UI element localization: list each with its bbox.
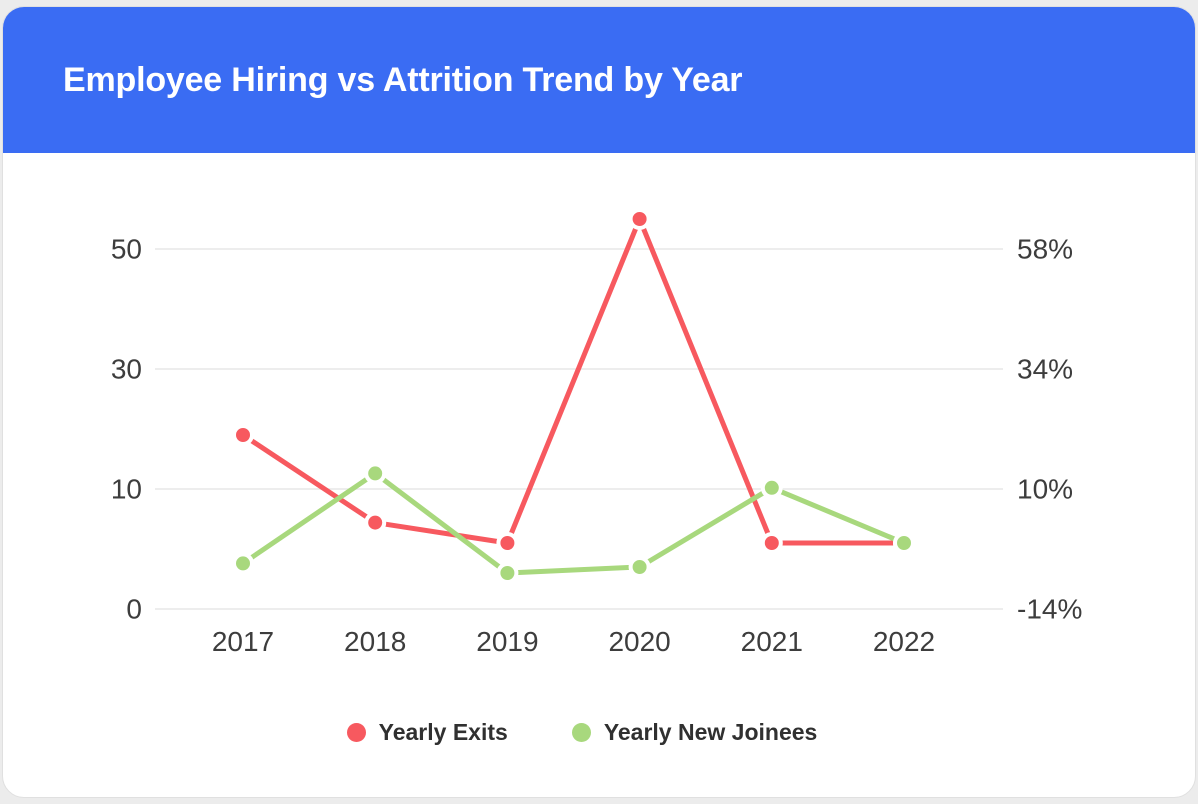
- joinees-series-swatch-icon: [571, 723, 591, 742]
- chart-title: Employee Hiring vs Attrition Trend by Ye…: [63, 60, 743, 99]
- legend-label-yearly-exits: Yearly Exits: [378, 719, 508, 745]
- legend-item-yearly-new-joinees[interactable]: Yearly New Joinees: [571, 719, 818, 746]
- legend-label-yearly-new-joinees: Yearly New Joinees: [603, 719, 818, 745]
- legend-item-yearly-exits[interactable]: Yearly Exits: [346, 719, 508, 746]
- chart-legend: Yearly Exits Yearly New Joinees: [158, 719, 1006, 746]
- exits-series-swatch-icon: [346, 723, 366, 742]
- chart-header: Employee Hiring vs Attrition Trend by Ye…: [3, 7, 1195, 153]
- chart-card: Employee Hiring vs Attrition Trend by Ye…: [2, 6, 1196, 798]
